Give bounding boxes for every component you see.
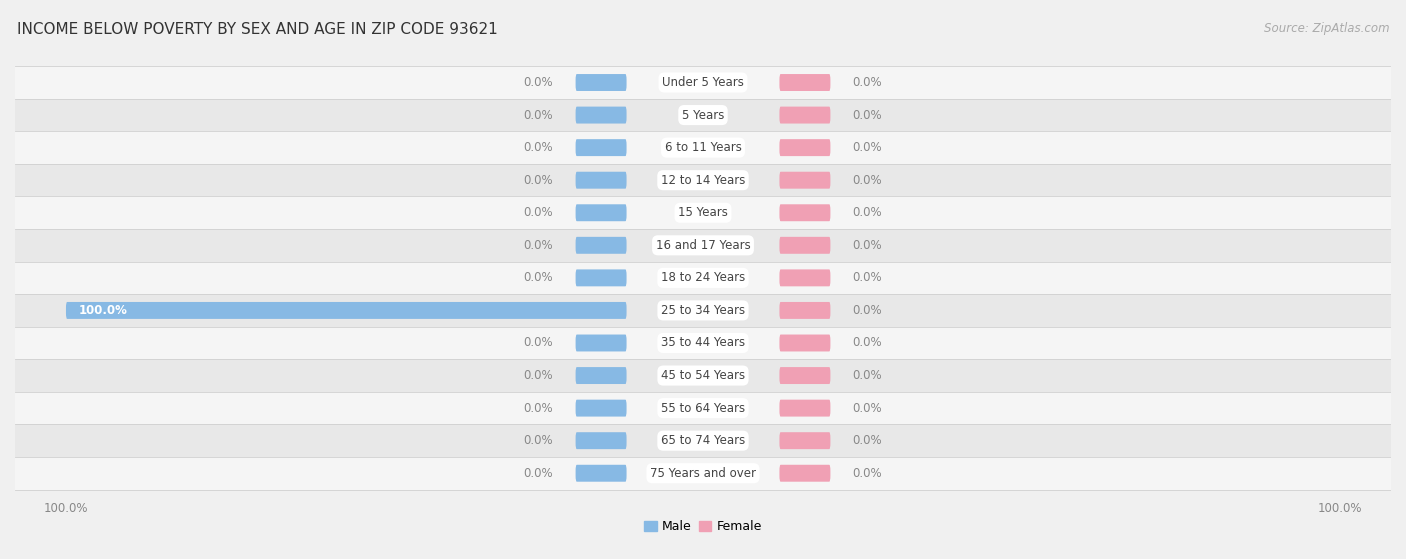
FancyBboxPatch shape <box>575 204 627 221</box>
Text: 0.0%: 0.0% <box>523 467 554 480</box>
Bar <box>15 424 1391 457</box>
Bar <box>15 326 1391 359</box>
FancyBboxPatch shape <box>779 107 831 124</box>
Text: 0.0%: 0.0% <box>852 141 883 154</box>
Bar <box>15 131 1391 164</box>
FancyBboxPatch shape <box>575 432 627 449</box>
FancyBboxPatch shape <box>575 237 627 254</box>
Text: 0.0%: 0.0% <box>852 206 883 219</box>
Text: 16 and 17 Years: 16 and 17 Years <box>655 239 751 252</box>
FancyBboxPatch shape <box>575 465 627 482</box>
Bar <box>15 164 1391 196</box>
Text: 35 to 44 Years: 35 to 44 Years <box>661 337 745 349</box>
Bar <box>15 262 1391 294</box>
Text: 18 to 24 Years: 18 to 24 Years <box>661 271 745 285</box>
FancyBboxPatch shape <box>779 367 831 384</box>
Bar <box>15 392 1391 424</box>
Text: 0.0%: 0.0% <box>852 401 883 415</box>
FancyBboxPatch shape <box>575 334 627 352</box>
Text: 55 to 64 Years: 55 to 64 Years <box>661 401 745 415</box>
Text: 0.0%: 0.0% <box>852 467 883 480</box>
FancyBboxPatch shape <box>779 74 831 91</box>
FancyBboxPatch shape <box>575 139 627 156</box>
FancyBboxPatch shape <box>779 400 831 416</box>
Text: 0.0%: 0.0% <box>523 108 554 121</box>
Bar <box>15 196 1391 229</box>
FancyBboxPatch shape <box>575 269 627 286</box>
Bar <box>15 457 1391 490</box>
Text: 0.0%: 0.0% <box>852 76 883 89</box>
Text: 65 to 74 Years: 65 to 74 Years <box>661 434 745 447</box>
Legend: Male, Female: Male, Female <box>644 520 762 533</box>
FancyBboxPatch shape <box>779 139 831 156</box>
Bar <box>15 66 1391 99</box>
Text: 6 to 11 Years: 6 to 11 Years <box>665 141 741 154</box>
Text: 0.0%: 0.0% <box>523 271 554 285</box>
Bar <box>15 99 1391 131</box>
Text: 0.0%: 0.0% <box>852 108 883 121</box>
FancyBboxPatch shape <box>779 204 831 221</box>
Text: INCOME BELOW POVERTY BY SEX AND AGE IN ZIP CODE 93621: INCOME BELOW POVERTY BY SEX AND AGE IN Z… <box>17 22 498 37</box>
Bar <box>15 229 1391 262</box>
Text: 0.0%: 0.0% <box>523 434 554 447</box>
Text: 0.0%: 0.0% <box>852 239 883 252</box>
Text: 0.0%: 0.0% <box>852 174 883 187</box>
Text: 0.0%: 0.0% <box>523 337 554 349</box>
FancyBboxPatch shape <box>575 400 627 416</box>
FancyBboxPatch shape <box>575 172 627 188</box>
Text: 0.0%: 0.0% <box>523 401 554 415</box>
FancyBboxPatch shape <box>575 107 627 124</box>
FancyBboxPatch shape <box>779 432 831 449</box>
Text: 0.0%: 0.0% <box>523 239 554 252</box>
Bar <box>15 359 1391 392</box>
Text: 100.0%: 100.0% <box>79 304 128 317</box>
Text: 0.0%: 0.0% <box>523 206 554 219</box>
Text: 0.0%: 0.0% <box>852 304 883 317</box>
Text: 0.0%: 0.0% <box>523 369 554 382</box>
Text: 0.0%: 0.0% <box>523 174 554 187</box>
Text: 5 Years: 5 Years <box>682 108 724 121</box>
FancyBboxPatch shape <box>779 269 831 286</box>
Text: 15 Years: 15 Years <box>678 206 728 219</box>
FancyBboxPatch shape <box>779 172 831 188</box>
Text: 0.0%: 0.0% <box>852 434 883 447</box>
FancyBboxPatch shape <box>575 367 627 384</box>
Text: Source: ZipAtlas.com: Source: ZipAtlas.com <box>1264 22 1389 35</box>
FancyBboxPatch shape <box>779 302 831 319</box>
FancyBboxPatch shape <box>779 334 831 352</box>
Bar <box>15 294 1391 326</box>
Text: 0.0%: 0.0% <box>852 369 883 382</box>
Text: 45 to 54 Years: 45 to 54 Years <box>661 369 745 382</box>
Text: 12 to 14 Years: 12 to 14 Years <box>661 174 745 187</box>
Text: 25 to 34 Years: 25 to 34 Years <box>661 304 745 317</box>
FancyBboxPatch shape <box>66 302 627 319</box>
FancyBboxPatch shape <box>575 74 627 91</box>
Text: 0.0%: 0.0% <box>852 271 883 285</box>
Text: 0.0%: 0.0% <box>523 76 554 89</box>
Text: Under 5 Years: Under 5 Years <box>662 76 744 89</box>
Text: 75 Years and over: 75 Years and over <box>650 467 756 480</box>
FancyBboxPatch shape <box>779 237 831 254</box>
FancyBboxPatch shape <box>779 465 831 482</box>
Text: 0.0%: 0.0% <box>852 337 883 349</box>
Text: 0.0%: 0.0% <box>523 141 554 154</box>
